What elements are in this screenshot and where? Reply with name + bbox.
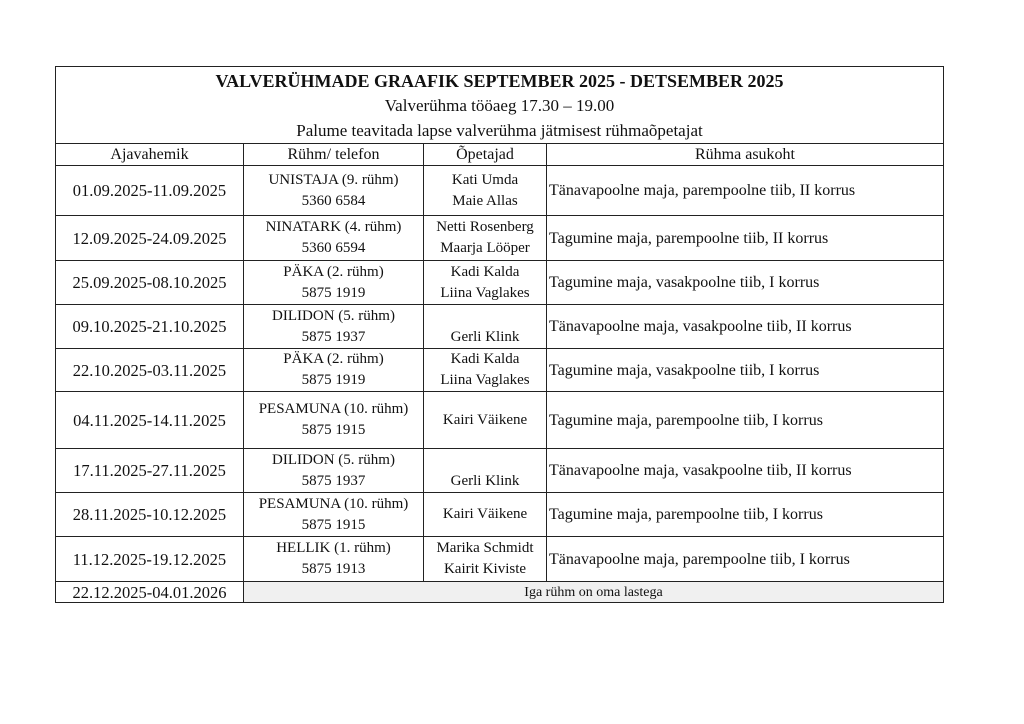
- teachers-cell: Marika Schmidt Kairit Kiviste: [423, 536, 547, 582]
- period-cell: 09.10.2025-21.10.2025: [55, 304, 244, 349]
- teacher-name: Maie Allas: [452, 192, 518, 209]
- group-cell: PESAMUNA (10. rühm) 5875 1915: [243, 492, 424, 537]
- header-row: Ajavahemik Rühm/ telefon Õpetajad Rühma …: [55, 143, 945, 166]
- period-cell: 01.09.2025-11.09.2025: [55, 165, 244, 216]
- column-header: Õpetajad: [423, 143, 547, 166]
- table-row: 01.09.2025-11.09.2025 UNISTAJA (9. rühm)…: [55, 165, 945, 216]
- table-row: 25.09.2025-08.10.2025 PÄKA (2. rühm) 5875…: [55, 260, 945, 305]
- teacher-name: Maarja Lööper: [440, 240, 530, 256]
- period-cell: 22.10.2025-03.11.2025: [55, 348, 244, 392]
- location-cell: Tagumine maja, parempoolne tiib, I korru…: [545, 391, 945, 449]
- column-header: Rühm/ telefon: [243, 143, 424, 166]
- holiday-row: 22.12.2025-04.01.2026 Iga rühm on oma las…: [55, 581, 945, 603]
- period-cell: 17.11.2025-27.11.2025: [55, 448, 244, 493]
- column-header: Ajavahemik: [55, 143, 244, 166]
- schedule-table: VALVERÜHMADE GRAAFIK SEPTEMBER 2025 - DE…: [54, 66, 945, 603]
- period-cell: 11.12.2025-19.12.2025: [55, 536, 244, 582]
- group-name: UNISTAJA (9. rühm): [268, 171, 399, 188]
- teacher-name: Gerli Klink: [450, 329, 520, 345]
- location-cell: Tänavapoolne maja, parempoolne tiib, I k…: [545, 536, 945, 582]
- location-cell: Tagumine maja, vasakpoolne tiib, I korru…: [545, 348, 945, 392]
- group-phone: 5360 6594: [301, 240, 366, 256]
- group-name: HELLIK (1. rühm): [276, 540, 391, 556]
- teachers-cell: Kairi Väikene: [423, 391, 547, 449]
- teachers-cell: Kadi Kalda Liina Vaglakes: [423, 260, 547, 305]
- group-phone: 5875 1915: [301, 422, 366, 438]
- teacher-name: Kadi Kalda: [450, 263, 520, 280]
- group-name: PESAMUNA (10. rühm): [258, 495, 409, 512]
- teachers-cell: Netti Rosenberg Maarja Lööper: [423, 215, 547, 261]
- period-cell: 12.09.2025-24.09.2025: [55, 215, 244, 261]
- location-cell: Tänavapoolne maja, parempoolne tiib, II …: [545, 165, 945, 216]
- teacher-name: Liina Vaglakes: [440, 284, 530, 301]
- group-name: PÄKA (2. rühm): [283, 263, 384, 280]
- location-cell: Tagumine maja, vasakpoolne tiib, I korru…: [545, 260, 945, 305]
- teacher-name: Kairi Väikene: [442, 411, 528, 428]
- teacher-name: Netti Rosenberg: [436, 219, 534, 235]
- document-title: VALVERÜHMADE GRAAFIK SEPTEMBER 2025 - DE…: [215, 71, 784, 91]
- group-cell: HELLIK (1. rühm) 5875 1913: [243, 536, 424, 582]
- table-row: 11.12.2025-19.12.2025 HELLIK (1. rühm) 58…: [55, 536, 945, 582]
- location-cell: Tänavapoolne maja, vasakpoolne tiib, II …: [545, 448, 945, 493]
- group-cell: PÄKA (2. rühm) 5875 1919: [243, 348, 424, 392]
- group-name: PÄKA (2. rühm): [283, 351, 384, 367]
- group-cell: DILIDON (5. rühm) 5875 1937: [243, 304, 424, 349]
- teacher-name: Kati Umda: [451, 171, 519, 188]
- group-cell: DILIDON (5. rühm) 5875 1937: [243, 448, 424, 493]
- group-phone: 5875 1937: [301, 328, 366, 345]
- working-hours: Valverühma tööaeg 17.30 – 19.00: [384, 96, 615, 115]
- period-cell: 25.09.2025-08.10.2025: [55, 260, 244, 305]
- group-phone: 5875 1913: [301, 561, 366, 577]
- group-phone: 5360 6584: [301, 192, 366, 209]
- group-phone: 5875 1919: [301, 372, 366, 388]
- teachers-cell: Kairi Väikene: [423, 492, 547, 537]
- title-row: VALVERÜHMADE GRAAFIK SEPTEMBER 2025 - DE…: [54, 66, 945, 144]
- period-cell: 04.11.2025-14.11.2025: [55, 391, 244, 449]
- notice: Palume teavitada lapse valverühma jätmis…: [296, 121, 703, 140]
- teachers-cell: Gerli Klink: [423, 448, 547, 493]
- teacher-name: Gerli Klink: [450, 473, 520, 489]
- period-cell: 28.11.2025-10.12.2025: [55, 492, 244, 537]
- group-phone: 5875 1915: [301, 516, 366, 533]
- location-cell: Tagumine maja, parempoolne tiib, I korru…: [545, 492, 945, 537]
- teachers-cell: Kadi Kalda Liina Vaglakes: [423, 348, 547, 392]
- teacher-name: Kairi Väikene: [442, 506, 528, 522]
- group-name: PESAMUNA (10. rühm): [258, 401, 409, 417]
- group-name: DILIDON (5. rühm): [272, 451, 395, 468]
- column-header: Rühma asukoht: [545, 143, 945, 166]
- table-row: 22.10.2025-03.11.2025 PÄKA (2. rühm) 5875…: [55, 348, 945, 392]
- teacher-name: Marika Schmidt: [436, 540, 534, 556]
- table-row: 04.11.2025-14.11.2025 PESAMUNA (10. rühm…: [55, 391, 945, 449]
- table-row: 09.10.2025-21.10.2025 DILIDON (5. rühm) 5…: [55, 304, 945, 349]
- period-cell: 22.12.2025-04.01.2026: [55, 581, 244, 603]
- table-row: 17.11.2025-27.11.2025 DILIDON (5. rühm) 5…: [55, 448, 945, 493]
- location-cell: Tagumine maja, parempoolne tiib, II korr…: [545, 215, 945, 261]
- group-phone: 5875 1919: [301, 284, 366, 301]
- group-name: DILIDON (5. rühm): [272, 307, 395, 324]
- table-row: 28.11.2025-10.12.2025 PESAMUNA (10. rühm…: [55, 492, 945, 537]
- group-cell: PÄKA (2. rühm) 5875 1919: [243, 260, 424, 305]
- group-cell: UNISTAJA (9. rühm) 5360 6584: [243, 165, 424, 216]
- group-cell: PESAMUNA (10. rühm) 5875 1915: [243, 391, 424, 449]
- teachers-cell: Gerli Klink: [423, 304, 547, 349]
- teacher-name: Kadi Kalda: [450, 351, 520, 367]
- group-name: NINATARK (4. rühm): [265, 219, 402, 235]
- table-row: 12.09.2025-24.09.2025 NINATARK (4. rühm)…: [55, 215, 945, 261]
- teacher-name: Kairit Kiviste: [443, 561, 527, 577]
- group-phone: 5875 1937: [301, 472, 366, 489]
- group-cell: NINATARK (4. rühm) 5360 6594: [243, 215, 424, 261]
- holiday-note: Iga rühm on oma lastega: [242, 581, 945, 603]
- teacher-name: Liina Vaglakes: [440, 372, 530, 388]
- location-cell: Tänavapoolne maja, vasakpoolne tiib, II …: [545, 304, 945, 349]
- teachers-cell: Kati Umda Maie Allas: [423, 165, 547, 216]
